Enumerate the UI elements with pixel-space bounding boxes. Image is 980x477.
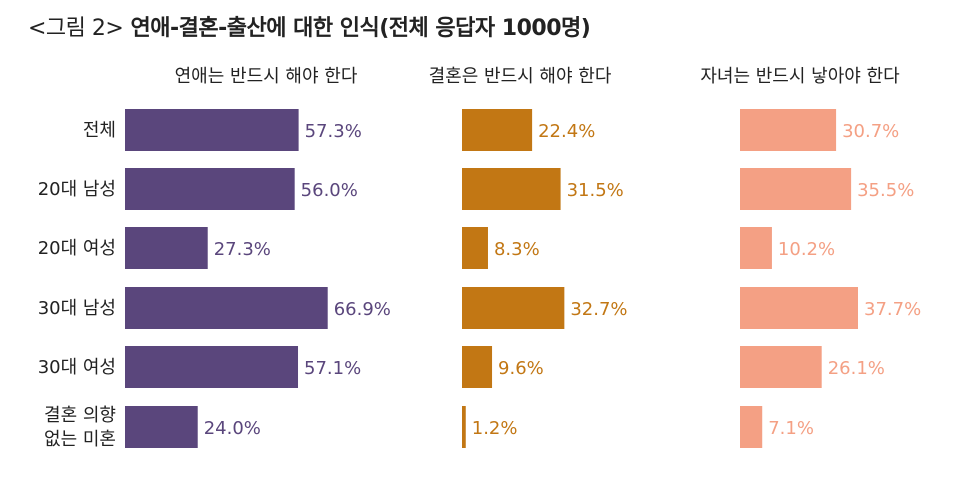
chart-title: <그림 2> 연애-결혼-출산에 대한 인식(전체 응답자 1000명) <box>28 10 591 42</box>
category-label: 없는 미혼 <box>44 429 116 450</box>
bar <box>740 227 772 269</box>
data-label: 31.5% <box>567 180 624 201</box>
data-label: 7.1% <box>768 418 814 439</box>
data-label: 56.0% <box>301 180 358 201</box>
bar <box>740 287 859 329</box>
category-label: 20대 여성 <box>38 238 116 259</box>
data-label: 35.5% <box>857 180 914 201</box>
bar <box>125 346 299 388</box>
bar <box>462 346 493 388</box>
data-label: 66.9% <box>334 299 391 320</box>
bar <box>125 406 198 448</box>
data-label: 57.3% <box>305 121 362 142</box>
data-label: 57.1% <box>304 358 361 379</box>
data-label: 32.7% <box>570 299 627 320</box>
data-label: 30.7% <box>842 121 899 142</box>
bar <box>125 109 299 151</box>
data-label: 26.1% <box>828 358 885 379</box>
panel-title: 자녀는 반드시 낳아야 한다 <box>700 66 900 87</box>
bar <box>740 109 837 151</box>
data-label: 27.3% <box>214 239 271 260</box>
bar <box>462 287 565 329</box>
bar <box>740 406 763 448</box>
category-label: 30대 남성 <box>38 298 116 319</box>
data-label: 9.6% <box>498 358 544 379</box>
bar <box>462 109 533 151</box>
panel-title: 연애는 반드시 해야 한다 <box>175 66 358 87</box>
bar <box>125 287 328 329</box>
category-label: 30대 여성 <box>38 357 116 378</box>
data-label: 22.4% <box>538 121 595 142</box>
chart-title-main: 연애-결혼-출산에 대한 인식(전체 응답자 1000명) <box>130 16 591 41</box>
data-label: 37.7% <box>864 299 921 320</box>
category-label: 전체 <box>83 120 116 141</box>
category-label: 20대 남성 <box>38 179 116 200</box>
category-label: 결혼 의향 <box>44 405 116 426</box>
data-label: 1.2% <box>472 418 518 439</box>
data-label: 8.3% <box>494 239 540 260</box>
bar <box>125 168 295 210</box>
bar <box>740 346 822 388</box>
bar <box>462 406 466 448</box>
panel-title: 결혼은 반드시 해야 한다 <box>429 66 612 87</box>
bar <box>125 227 208 269</box>
data-label: 10.2% <box>778 239 835 260</box>
bar <box>462 227 488 269</box>
data-label: 24.0% <box>204 418 261 439</box>
bar <box>740 168 852 210</box>
figure-number: <그림 2> <box>28 16 124 41</box>
bar <box>462 168 561 210</box>
